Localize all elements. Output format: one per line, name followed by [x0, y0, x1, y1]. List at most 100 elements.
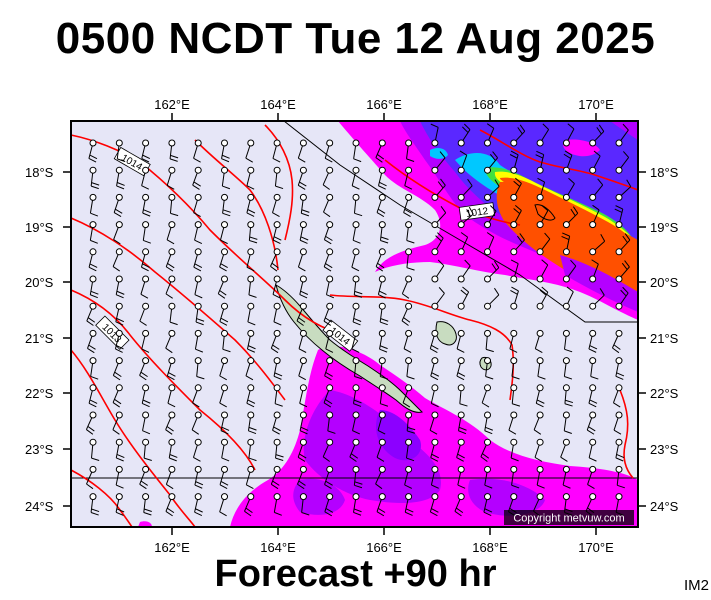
wind-barb	[323, 193, 334, 218]
lon-tick-label: 166°E	[366, 540, 402, 555]
wind-barb	[536, 177, 546, 201]
wind-barb	[219, 221, 228, 245]
wind-barb	[193, 248, 203, 272]
wind-barb	[221, 438, 230, 462]
wind-barb	[405, 357, 415, 380]
wind-barb	[378, 329, 388, 353]
wind-barb	[297, 139, 307, 163]
lat-tick-label: 20°S	[650, 275, 679, 290]
lat-tick-label: 22°S	[650, 386, 679, 401]
wind-barb	[247, 302, 256, 326]
wind-barb	[165, 411, 176, 435]
wind-barb	[115, 493, 125, 516]
wind-barb	[142, 493, 152, 516]
wind-barb	[510, 465, 520, 489]
wind-barb	[115, 302, 125, 326]
wind-barb	[166, 166, 176, 190]
wind-barb	[297, 166, 307, 190]
wind-barb	[270, 329, 281, 354]
wind-barb	[165, 329, 176, 354]
wind-barb	[561, 232, 571, 256]
wind-barb	[560, 438, 570, 462]
wind-barb	[404, 166, 413, 190]
wind-barb	[324, 493, 334, 517]
lat-tick-label: 19°S	[25, 220, 54, 235]
wind-barb	[351, 329, 360, 353]
wind-barb	[457, 150, 468, 174]
wind-barb	[273, 166, 284, 190]
wind-barb	[614, 205, 624, 229]
wind-barb	[562, 150, 573, 174]
wind-barb	[221, 329, 231, 353]
lat-tick-label: 20°S	[25, 275, 54, 290]
wind-barb	[112, 357, 123, 381]
wind-barb	[510, 357, 520, 380]
wind-barb	[430, 384, 439, 408]
wind-barb	[376, 193, 386, 218]
wind-barb	[430, 357, 440, 381]
wind-barb	[484, 151, 498, 174]
wind-barb	[457, 259, 471, 283]
wind-barb	[89, 166, 100, 190]
wind-barb	[430, 465, 439, 489]
longitude-ticks: 162°E 162°E 164°E 164°E 166°E 166°E 168°E 168°E…	[154, 97, 614, 555]
wind-barb	[192, 384, 202, 408]
wind-barb	[562, 177, 575, 201]
wind-barb	[402, 384, 413, 408]
lat-tick-label: 24°S	[650, 499, 679, 514]
wind-barb	[165, 248, 176, 272]
wind-barb	[457, 384, 468, 407]
wind-barb	[142, 438, 152, 461]
wind-barb	[615, 357, 625, 380]
wind-barb	[589, 204, 600, 229]
wind-barb	[615, 260, 630, 283]
wind-barb	[431, 259, 445, 283]
wind-barb	[430, 123, 439, 147]
wind-barb	[246, 248, 255, 272]
wind-barb	[588, 329, 598, 353]
wind-barb	[456, 329, 465, 353]
wind-barb	[168, 193, 179, 217]
lat-tick-label: 24°S	[25, 499, 54, 514]
wind-barb	[141, 166, 150, 190]
wind-barb	[297, 438, 307, 462]
wind-barb	[272, 411, 281, 435]
wind-barb	[351, 166, 360, 190]
wind-barb	[429, 411, 439, 435]
wind-barb	[510, 233, 525, 256]
wind-barb	[484, 123, 495, 147]
wind-barb	[484, 287, 500, 310]
wind-barb	[272, 139, 281, 163]
wind-barb	[457, 465, 466, 489]
wind-barb	[115, 139, 125, 162]
wind-barb	[615, 465, 625, 489]
wind-barb	[272, 193, 281, 217]
wind-barb	[562, 329, 573, 353]
lat-tick-label: 23°S	[25, 442, 54, 457]
wind-barb	[194, 329, 204, 353]
wind-barb	[323, 384, 334, 408]
wind-barb	[457, 286, 470, 310]
wind-barb	[562, 206, 579, 229]
wind-barb	[89, 438, 100, 461]
lon-tick-label: 164°E	[260, 97, 296, 112]
wind-barb	[113, 193, 123, 218]
wind-barb	[535, 150, 545, 174]
wind-barb	[533, 411, 544, 435]
wind-barb	[401, 302, 413, 326]
wind-barb	[139, 465, 150, 490]
image-code: IM2	[683, 577, 709, 594]
wind-barb	[375, 248, 386, 272]
lon-tick-label: 162°E	[154, 97, 190, 112]
wind-barb	[167, 384, 176, 408]
wind-barb	[85, 411, 97, 435]
wind-barb	[352, 384, 362, 407]
wind-barb	[536, 465, 545, 489]
wind-barb	[589, 357, 599, 380]
map-title: 0500 NCDT Tue 12 Aug 2025	[55, 14, 656, 63]
wind-barb	[247, 275, 257, 298]
wind-barb	[586, 411, 597, 435]
wind-barb	[589, 124, 605, 147]
wind-barb	[430, 438, 440, 462]
wind-barb	[247, 411, 257, 435]
